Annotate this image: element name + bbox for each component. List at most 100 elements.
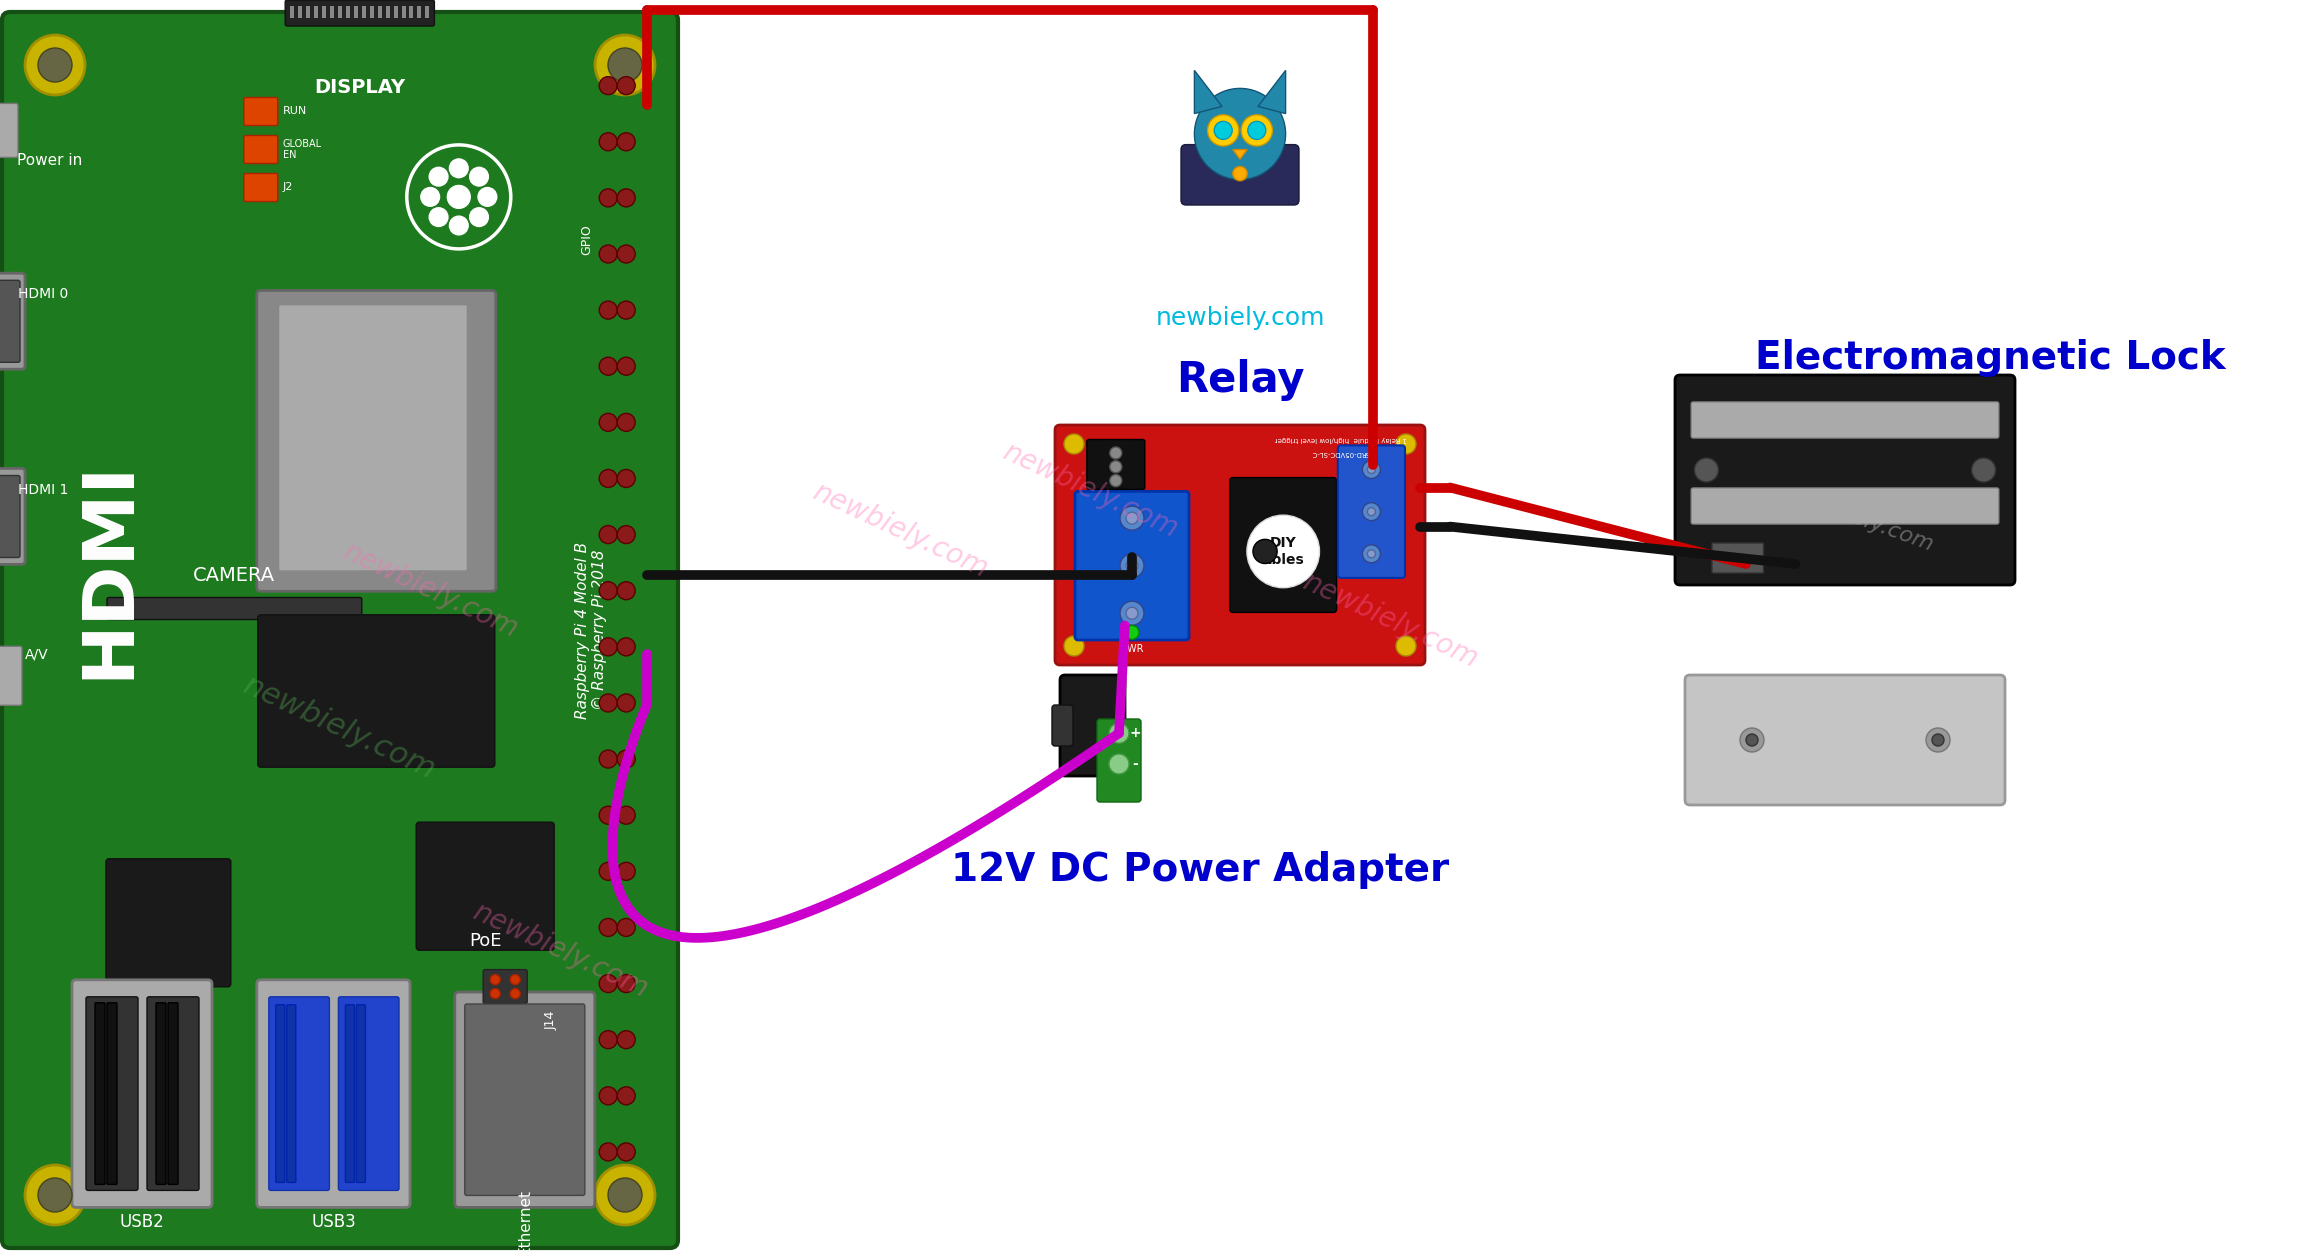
FancyBboxPatch shape bbox=[1713, 543, 1763, 572]
Circle shape bbox=[1065, 434, 1083, 454]
Text: GLOBAL
EN: GLOBAL EN bbox=[284, 138, 323, 160]
Text: newbiely.com: newbiely.com bbox=[1298, 567, 1482, 673]
Circle shape bbox=[1397, 637, 1415, 655]
Circle shape bbox=[618, 301, 636, 320]
FancyBboxPatch shape bbox=[106, 1003, 118, 1184]
Bar bbox=[394, 6, 396, 18]
Circle shape bbox=[618, 1030, 636, 1049]
Bar bbox=[330, 6, 334, 18]
Circle shape bbox=[595, 35, 655, 96]
Circle shape bbox=[618, 414, 636, 431]
Circle shape bbox=[618, 750, 636, 769]
Circle shape bbox=[595, 1165, 655, 1225]
Circle shape bbox=[1109, 474, 1123, 487]
Circle shape bbox=[599, 918, 618, 936]
Circle shape bbox=[599, 189, 618, 206]
FancyBboxPatch shape bbox=[1337, 445, 1406, 577]
FancyBboxPatch shape bbox=[357, 1005, 366, 1183]
Circle shape bbox=[1215, 122, 1233, 140]
Text: Power in: Power in bbox=[16, 152, 83, 167]
FancyBboxPatch shape bbox=[106, 598, 362, 619]
Circle shape bbox=[25, 1165, 85, 1225]
Text: A/V: A/V bbox=[25, 648, 48, 662]
Text: 1 Relay Module  high/low level trigger: 1 Relay Module high/low level trigger bbox=[1275, 437, 1406, 443]
Circle shape bbox=[618, 581, 636, 600]
Circle shape bbox=[618, 77, 636, 94]
Circle shape bbox=[470, 167, 489, 186]
FancyBboxPatch shape bbox=[286, 0, 433, 26]
Polygon shape bbox=[1194, 70, 1222, 113]
Bar bbox=[362, 6, 366, 18]
Text: DISPLAY: DISPLAY bbox=[313, 78, 406, 97]
Circle shape bbox=[618, 245, 636, 263]
FancyBboxPatch shape bbox=[157, 1003, 166, 1184]
Circle shape bbox=[37, 1177, 71, 1211]
Circle shape bbox=[1065, 637, 1083, 655]
Bar bbox=[313, 6, 318, 18]
FancyBboxPatch shape bbox=[0, 647, 23, 706]
FancyBboxPatch shape bbox=[256, 980, 410, 1208]
FancyBboxPatch shape bbox=[1074, 492, 1189, 640]
Text: USB2: USB2 bbox=[120, 1213, 164, 1230]
Circle shape bbox=[609, 48, 643, 82]
FancyBboxPatch shape bbox=[2, 13, 678, 1248]
Circle shape bbox=[618, 638, 636, 655]
Circle shape bbox=[1127, 512, 1139, 525]
Circle shape bbox=[1127, 560, 1139, 571]
Circle shape bbox=[599, 133, 618, 151]
Circle shape bbox=[1109, 754, 1129, 774]
Circle shape bbox=[599, 77, 618, 94]
Text: Relay: Relay bbox=[1176, 359, 1305, 401]
Text: Raspberry Pi 4 Model B
© Raspberry Pi 2018: Raspberry Pi 4 Model B © Raspberry Pi 20… bbox=[574, 541, 606, 718]
Bar bbox=[297, 6, 302, 18]
Circle shape bbox=[618, 189, 636, 206]
Circle shape bbox=[599, 1144, 618, 1161]
FancyBboxPatch shape bbox=[0, 103, 18, 157]
FancyBboxPatch shape bbox=[1180, 145, 1300, 205]
FancyBboxPatch shape bbox=[1056, 425, 1424, 665]
FancyBboxPatch shape bbox=[258, 615, 496, 767]
FancyBboxPatch shape bbox=[1231, 478, 1337, 613]
Circle shape bbox=[429, 167, 447, 186]
FancyBboxPatch shape bbox=[0, 468, 25, 565]
Bar bbox=[385, 6, 390, 18]
Circle shape bbox=[401, 140, 516, 254]
Circle shape bbox=[1247, 516, 1318, 587]
Circle shape bbox=[491, 975, 500, 985]
Circle shape bbox=[1932, 733, 1943, 746]
Circle shape bbox=[25, 35, 85, 96]
Circle shape bbox=[509, 989, 521, 999]
Circle shape bbox=[599, 526, 618, 543]
Circle shape bbox=[1740, 728, 1763, 752]
Circle shape bbox=[447, 185, 470, 209]
FancyBboxPatch shape bbox=[95, 1003, 106, 1184]
FancyBboxPatch shape bbox=[1676, 375, 2015, 585]
Circle shape bbox=[1362, 460, 1381, 478]
Bar bbox=[410, 6, 413, 18]
Circle shape bbox=[1247, 122, 1265, 140]
Circle shape bbox=[599, 301, 618, 320]
Circle shape bbox=[599, 694, 618, 712]
FancyBboxPatch shape bbox=[168, 1003, 177, 1184]
Circle shape bbox=[1367, 465, 1376, 473]
Circle shape bbox=[491, 989, 500, 999]
Bar bbox=[378, 6, 383, 18]
Circle shape bbox=[1125, 625, 1139, 639]
Bar bbox=[339, 6, 341, 18]
Circle shape bbox=[618, 357, 636, 375]
Circle shape bbox=[1362, 545, 1381, 562]
Circle shape bbox=[618, 806, 636, 824]
FancyBboxPatch shape bbox=[1060, 676, 1125, 776]
FancyBboxPatch shape bbox=[279, 304, 468, 571]
FancyBboxPatch shape bbox=[1086, 439, 1146, 489]
Circle shape bbox=[618, 526, 636, 543]
Circle shape bbox=[599, 414, 618, 431]
Circle shape bbox=[1194, 88, 1286, 180]
Text: PoE: PoE bbox=[468, 932, 502, 950]
Circle shape bbox=[1120, 506, 1143, 530]
Polygon shape bbox=[1233, 150, 1247, 160]
Circle shape bbox=[1109, 460, 1123, 473]
Circle shape bbox=[429, 208, 447, 226]
FancyBboxPatch shape bbox=[0, 476, 21, 557]
Circle shape bbox=[1109, 447, 1123, 459]
